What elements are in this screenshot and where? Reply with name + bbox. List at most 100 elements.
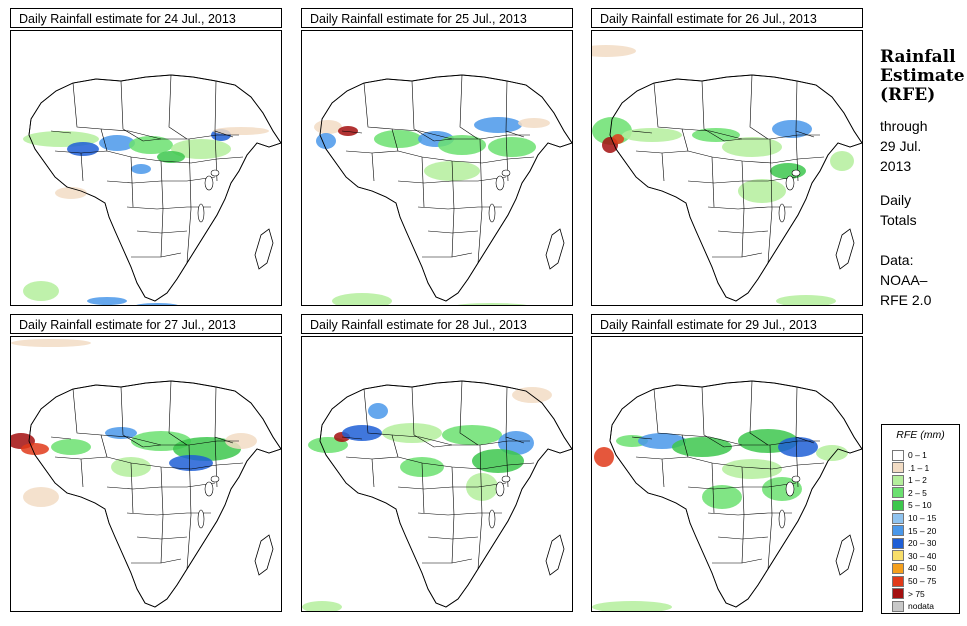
sidebar-title-line: Estimate — [880, 66, 965, 86]
legend-label: nodata — [908, 601, 934, 612]
rainfall-area — [830, 151, 854, 171]
rainfall-area — [772, 120, 812, 138]
country-border — [477, 444, 483, 570]
lake — [488, 509, 496, 529]
country-border — [391, 128, 530, 140]
rainfall-area — [136, 303, 178, 305]
country-border — [421, 156, 425, 208]
rainfall-area — [23, 487, 59, 507]
africa-coastline — [319, 380, 572, 608]
legend-label: 20 – 30 — [908, 538, 937, 549]
rainfall-area — [316, 133, 336, 149]
country-border — [120, 80, 162, 142]
rainfall-area — [592, 45, 636, 57]
country-border — [741, 160, 745, 258]
country-border — [136, 536, 188, 540]
country-border — [635, 456, 825, 470]
panel-title: Daily Rainfall estimate for 29 Jul., 201… — [591, 314, 863, 334]
panel-title: Daily Rainfall estimate for 25 Jul., 201… — [301, 8, 573, 28]
rainfall-area — [778, 437, 818, 457]
rainfall-area — [702, 485, 742, 509]
legend-swatch — [892, 487, 904, 499]
country-border — [345, 150, 535, 164]
legend-swatch — [892, 600, 904, 612]
country-border — [100, 128, 239, 140]
africa-map — [314, 74, 572, 305]
country-border — [345, 456, 535, 470]
rainfall-area — [332, 293, 392, 305]
country-border — [50, 130, 72, 134]
legend-item: 30 – 40 — [892, 550, 936, 562]
rainfall-area — [518, 118, 550, 128]
totals-line: Totals — [880, 212, 917, 228]
legend-swatch — [892, 525, 904, 537]
lake — [501, 475, 511, 483]
country-border — [711, 462, 715, 514]
rainfall-area — [457, 303, 527, 305]
country-border — [427, 536, 479, 540]
country-border — [371, 458, 375, 488]
legend-label: 10 – 15 — [908, 513, 937, 523]
country-border — [80, 458, 84, 488]
source-line: RFE 2.0 — [880, 292, 932, 308]
legend-item: 50 – 75 — [892, 575, 936, 587]
country-border — [186, 138, 192, 264]
country-border — [451, 160, 455, 258]
panel-title: Daily Rainfall estimate for 28 Jul., 201… — [301, 314, 573, 334]
country-border — [341, 436, 363, 440]
rainfall-map — [591, 30, 863, 306]
rainfall-area — [105, 427, 137, 439]
country-border — [653, 82, 689, 152]
country-border — [477, 138, 483, 264]
country-border — [459, 380, 479, 446]
rainfall-area — [472, 449, 524, 473]
country-border — [661, 458, 665, 488]
panel-28-jul: Daily Rainfall estimate for 28 Jul., 201… — [301, 314, 573, 612]
legend-label: 0 – 1 — [908, 450, 927, 460]
country-border — [741, 466, 745, 564]
country-border — [341, 130, 363, 134]
rainfall-area — [488, 137, 536, 157]
sidebar-source: Data: NOAA– RFE 2.0 — [880, 250, 931, 310]
africa-map — [11, 339, 281, 608]
country-border — [421, 462, 425, 514]
rainfall-area — [11, 339, 91, 347]
legend-item: 40 – 50 — [892, 562, 936, 574]
legend-swatch — [892, 462, 904, 474]
rainfall-area — [213, 127, 269, 135]
lake — [778, 509, 786, 529]
legend-item: nodata — [892, 600, 934, 612]
panel-title: Daily Rainfall estimate for 26 Jul., 201… — [591, 8, 863, 28]
country-border — [54, 150, 244, 164]
legend-label: .1 – 1 — [908, 462, 930, 473]
country-border — [168, 380, 188, 446]
sidebar-totals: Daily Totals — [880, 190, 917, 230]
country-border — [635, 150, 825, 164]
country-border — [631, 436, 653, 440]
country-border — [681, 128, 820, 140]
country-border — [411, 386, 453, 448]
rainfall-area — [302, 601, 342, 611]
lake — [197, 203, 205, 223]
legend-label: 50 – 75 — [908, 576, 937, 586]
rainfall-map — [591, 336, 863, 612]
legend-item: 1 – 2 — [892, 474, 927, 486]
legend-label: > 75 — [908, 588, 925, 599]
country-border — [711, 156, 715, 208]
lake — [495, 481, 505, 497]
rainfall-map — [301, 336, 573, 612]
lake — [197, 509, 205, 529]
legend-label: 2 – 5 — [908, 487, 927, 498]
country-border — [80, 152, 84, 182]
legend-swatch — [892, 575, 904, 587]
coastline-outline — [609, 380, 862, 608]
panel-25-jul: Daily Rainfall estimate for 25 Jul., 201… — [301, 8, 573, 306]
africa-coastline — [609, 74, 862, 302]
sidebar-title: Rainfall Estimate (RFE) — [880, 48, 965, 105]
rainfall-area — [474, 117, 522, 133]
lake — [785, 175, 795, 191]
legend-swatch — [892, 550, 904, 562]
africa-coastline — [319, 74, 572, 302]
country-border — [767, 444, 773, 570]
legend-swatch — [892, 499, 904, 511]
